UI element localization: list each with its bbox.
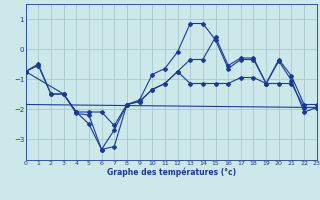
X-axis label: Graphe des températures (°c): Graphe des températures (°c) (107, 168, 236, 177)
